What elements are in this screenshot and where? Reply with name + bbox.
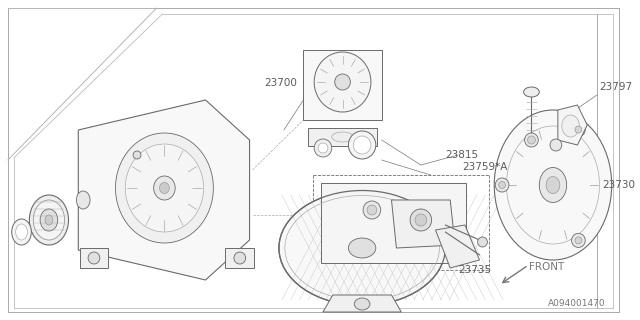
Ellipse shape <box>40 209 58 231</box>
Polygon shape <box>80 248 108 268</box>
Ellipse shape <box>410 209 431 231</box>
Text: FRONT: FRONT <box>529 262 564 272</box>
Ellipse shape <box>332 132 353 142</box>
Text: A094001470: A094001470 <box>548 299 605 308</box>
Bar <box>308 128 377 146</box>
Ellipse shape <box>12 219 31 245</box>
Ellipse shape <box>335 74 350 90</box>
Ellipse shape <box>115 133 213 243</box>
Ellipse shape <box>318 143 328 153</box>
Ellipse shape <box>45 215 53 225</box>
Ellipse shape <box>314 139 332 157</box>
Ellipse shape <box>125 144 204 232</box>
Ellipse shape <box>499 181 506 188</box>
Ellipse shape <box>575 237 582 244</box>
Polygon shape <box>392 200 455 248</box>
Ellipse shape <box>524 87 540 97</box>
Ellipse shape <box>234 252 246 264</box>
Text: 23815: 23815 <box>445 150 479 160</box>
Bar <box>321 183 466 263</box>
Polygon shape <box>225 248 255 268</box>
Text: 23735: 23735 <box>458 265 491 275</box>
Polygon shape <box>303 50 381 120</box>
Ellipse shape <box>15 224 28 240</box>
Ellipse shape <box>76 191 90 209</box>
Ellipse shape <box>550 139 562 151</box>
Ellipse shape <box>29 195 68 245</box>
Ellipse shape <box>353 136 371 154</box>
Ellipse shape <box>159 182 170 194</box>
Ellipse shape <box>495 178 509 192</box>
Polygon shape <box>78 100 250 280</box>
Ellipse shape <box>494 110 612 260</box>
Ellipse shape <box>415 214 427 226</box>
Ellipse shape <box>88 252 100 264</box>
Ellipse shape <box>355 298 370 310</box>
Ellipse shape <box>279 190 445 306</box>
Ellipse shape <box>367 205 377 215</box>
Ellipse shape <box>363 201 381 219</box>
Polygon shape <box>436 225 479 268</box>
Ellipse shape <box>572 233 585 247</box>
Ellipse shape <box>540 167 566 203</box>
Ellipse shape <box>562 115 579 137</box>
Ellipse shape <box>348 238 376 258</box>
Ellipse shape <box>525 133 538 147</box>
Text: 23700: 23700 <box>264 78 297 88</box>
Ellipse shape <box>546 177 560 194</box>
Ellipse shape <box>527 136 535 144</box>
Ellipse shape <box>314 52 371 112</box>
Ellipse shape <box>133 151 141 159</box>
Ellipse shape <box>575 126 582 133</box>
Text: 23797: 23797 <box>599 82 632 92</box>
Ellipse shape <box>154 176 175 200</box>
Polygon shape <box>558 105 588 145</box>
Ellipse shape <box>348 131 376 159</box>
Text: 23730: 23730 <box>602 180 635 190</box>
Ellipse shape <box>572 123 585 137</box>
Ellipse shape <box>477 237 488 247</box>
Text: 23759*A: 23759*A <box>462 162 508 172</box>
Polygon shape <box>323 295 401 312</box>
Ellipse shape <box>33 200 65 240</box>
